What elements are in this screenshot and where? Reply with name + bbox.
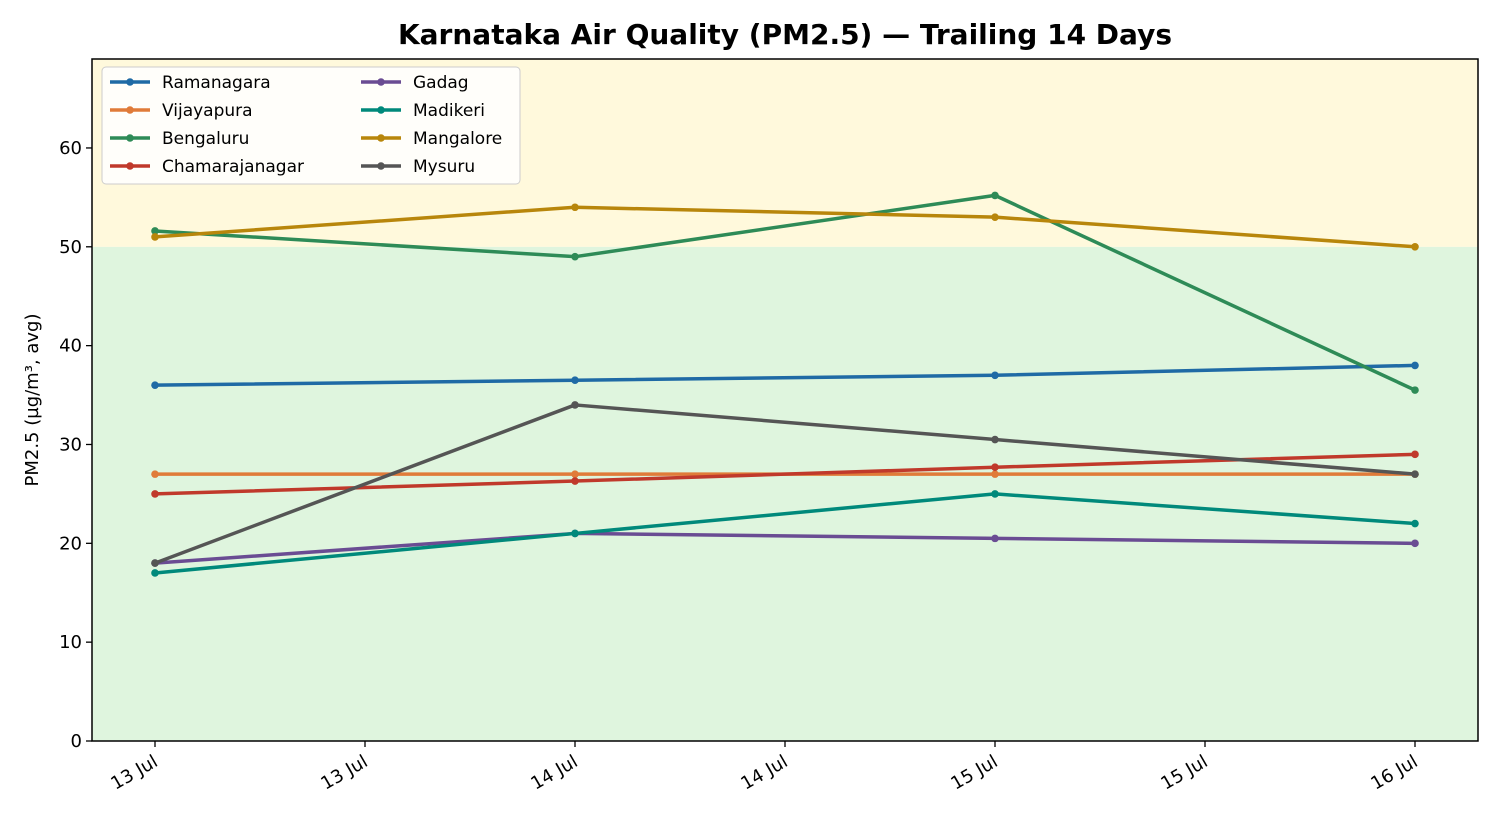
series-line-bengaluru [154, 193, 1416, 392]
series-line-chamarajanagar [154, 452, 1416, 496]
series-line-mysuru [154, 403, 1416, 565]
data-point-ramanagara [1411, 361, 1419, 370]
y-tick-label: 10 [59, 632, 82, 653]
legend: Ramanagara Vijayapura Bengaluru Chamarajana… [101, 66, 521, 185]
y-tick-label: 30 [59, 434, 82, 455]
legend-marker-vijayapura [126, 106, 134, 114]
legend-label-chamarajanagar: Chamarajanagar [162, 157, 304, 177]
y-tick-label: 60 [59, 138, 82, 159]
x-tick-label: 15 Jul [1157, 751, 1211, 794]
data-point-madikeri [991, 490, 999, 498]
data-point-mangalore [991, 213, 999, 221]
legend-marker-ramanagara [126, 78, 134, 86]
data-point-chamarajanagar [991, 463, 999, 472]
x-tick-label: 13 Jul [107, 751, 161, 794]
data-point-bengaluru [1411, 386, 1419, 394]
x-tick-label: 16 Jul [1367, 751, 1421, 794]
y-tick-label: 20 [59, 533, 82, 554]
x-axis: 13 Jul 13 Jul 14 Jul 14 Jul 15 Jul 15 Jul 16 J… [107, 741, 1422, 795]
legend-marker-mysuru [377, 162, 385, 170]
data-point-chamarajanagar [571, 477, 579, 485]
series-line-mangalore [154, 205, 1416, 249]
data-point-vijayapura [151, 470, 159, 478]
series-madikeri [151, 490, 1419, 577]
legend-marker-chamarajanagar [126, 162, 134, 170]
data-point-ramanagara [151, 381, 159, 389]
series-bengaluru [151, 191, 1419, 394]
y-tick-label: 50 [59, 237, 82, 258]
data-point-bengaluru [991, 191, 999, 200]
series-line-gadag [154, 531, 1416, 565]
data-point-vijayapura [991, 470, 999, 478]
data-point-chamarajanagar [1411, 450, 1419, 459]
legend-marker-gadag [377, 78, 385, 86]
y-tick-label: 40 [59, 336, 82, 357]
y-tick-label: 0 [71, 731, 82, 752]
data-point-mangalore [1411, 242, 1419, 251]
series-chamarajanagar [151, 450, 1419, 498]
data-point-mysuru [571, 401, 579, 409]
data-point-gadag [991, 534, 999, 543]
data-point-mysuru [151, 559, 159, 567]
legend-label-madikeri: Madikeri [413, 101, 485, 121]
data-point-gadag [1411, 539, 1419, 548]
series-line-madikeri [154, 492, 1416, 575]
legend-box [101, 66, 521, 185]
chart-title: Karnataka Air Quality (PM2.5) — Trailing… [398, 18, 1172, 51]
data-point-chamarajanagar [151, 490, 159, 498]
legend-label-ramanagara: Ramanagara [162, 73, 271, 93]
series-line-ramanagara [154, 363, 1416, 387]
legend-marker-bengaluru [126, 134, 134, 142]
data-point-ramanagara [571, 376, 579, 385]
legend-marker-madikeri [377, 106, 385, 114]
data-point-mangalore [151, 233, 159, 241]
legend-label-bengaluru: Bengaluru [162, 129, 249, 149]
background-bands [92, 59, 1478, 741]
y-axis-label: PM2.5 (µg/m³, avg) [22, 313, 43, 486]
y-axis: 0 10 20 30 40 50 60 [59, 138, 92, 752]
data-point-madikeri [151, 569, 159, 577]
data-point-mysuru [1411, 470, 1419, 478]
legend-label-mysuru: Mysuru [413, 157, 475, 177]
legend-label-vijayapura: Vijayapura [162, 101, 253, 121]
legend-label-gadag: Gadag [413, 73, 469, 93]
data-point-bengaluru [571, 252, 579, 261]
x-tick-label: 13 Jul [317, 751, 371, 794]
series-mangalore [151, 203, 1419, 251]
series-layer [151, 191, 1419, 577]
data-point-mangalore [571, 203, 579, 212]
series-ramanagara [151, 361, 1419, 389]
data-point-bengaluru [151, 227, 159, 235]
data-point-vijayapura [571, 470, 579, 478]
band-0 [92, 246, 1478, 741]
x-tick-label: 15 Jul [947, 751, 1001, 794]
x-tick-label: 14 Jul [737, 751, 791, 794]
data-point-mysuru [991, 435, 999, 444]
data-point-madikeri [1411, 519, 1419, 528]
series-mysuru [151, 401, 1419, 567]
data-point-ramanagara [991, 371, 999, 380]
legend-marker-mangalore [377, 134, 385, 142]
legend-label-mangalore: Mangalore [413, 129, 502, 149]
x-tick-label: 14 Jul [527, 751, 581, 794]
data-point-madikeri [571, 529, 579, 538]
